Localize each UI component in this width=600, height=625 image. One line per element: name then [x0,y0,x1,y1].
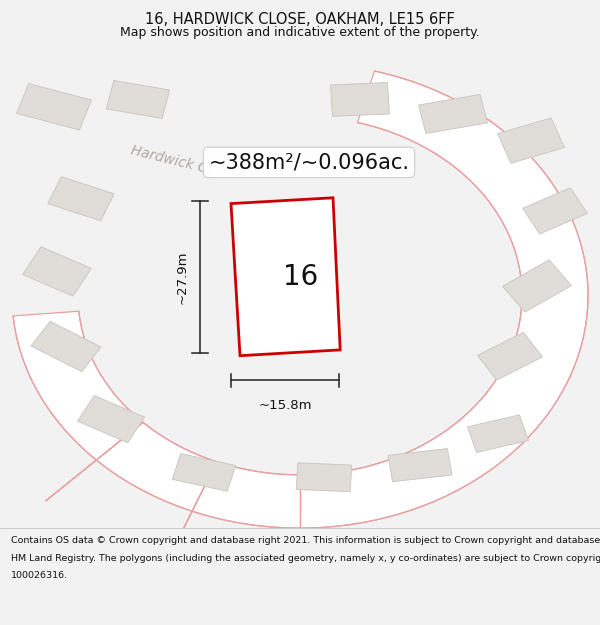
Polygon shape [23,247,91,296]
Polygon shape [48,177,114,221]
Text: ~15.8m: ~15.8m [258,399,312,412]
Text: 16: 16 [283,262,319,291]
Polygon shape [497,118,565,163]
Polygon shape [31,321,101,372]
Text: ~388m²/~0.096ac.: ~388m²/~0.096ac. [209,152,409,173]
Polygon shape [17,84,91,130]
Text: 16, HARDWICK CLOSE, OAKHAM, LE15 6FF: 16, HARDWICK CLOSE, OAKHAM, LE15 6FF [145,12,455,28]
Polygon shape [77,396,145,442]
Polygon shape [467,415,529,452]
Polygon shape [388,449,452,482]
Polygon shape [13,71,588,528]
Polygon shape [296,463,352,492]
Polygon shape [172,454,236,491]
Text: Map shows position and indicative extent of the property.: Map shows position and indicative extent… [120,26,480,39]
Polygon shape [106,81,170,119]
Text: HM Land Registry. The polygons (including the associated geometry, namely x, y c: HM Land Registry. The polygons (includin… [11,554,600,562]
Polygon shape [331,82,389,116]
Polygon shape [418,94,488,134]
Polygon shape [231,198,340,356]
Polygon shape [502,260,572,312]
Text: 100026316.: 100026316. [11,571,68,580]
Text: ~27.9m: ~27.9m [176,250,189,304]
Text: Contains OS data © Crown copyright and database right 2021. This information is : Contains OS data © Crown copyright and d… [11,536,600,545]
Polygon shape [46,422,143,501]
Text: Hardwick Cl: Hardwick Cl [130,143,212,177]
Polygon shape [170,462,217,556]
Polygon shape [523,188,587,234]
Polygon shape [478,332,542,380]
